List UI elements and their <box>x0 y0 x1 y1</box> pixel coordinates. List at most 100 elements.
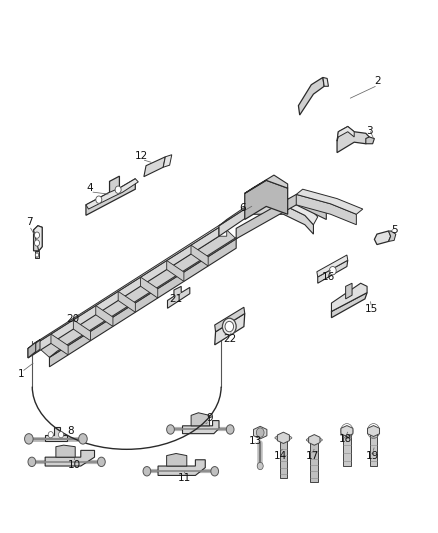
Text: 16: 16 <box>322 272 335 282</box>
Text: 5: 5 <box>392 225 398 235</box>
Text: 21: 21 <box>170 294 183 304</box>
Polygon shape <box>141 277 158 298</box>
Polygon shape <box>370 431 378 466</box>
Circle shape <box>143 466 151 476</box>
Polygon shape <box>35 251 39 258</box>
Polygon shape <box>183 421 219 434</box>
Polygon shape <box>191 245 208 266</box>
Text: 14: 14 <box>274 450 287 461</box>
Text: 10: 10 <box>67 460 81 470</box>
Polygon shape <box>341 425 353 437</box>
Polygon shape <box>296 195 357 225</box>
Text: 22: 22 <box>223 334 237 344</box>
Circle shape <box>211 466 219 476</box>
Polygon shape <box>86 176 135 215</box>
Circle shape <box>329 266 336 275</box>
Polygon shape <box>318 260 348 283</box>
Polygon shape <box>49 239 236 367</box>
Circle shape <box>226 425 234 434</box>
Text: 8: 8 <box>67 426 74 436</box>
Polygon shape <box>245 180 288 220</box>
Polygon shape <box>34 226 42 251</box>
Text: 9: 9 <box>206 413 213 423</box>
Circle shape <box>79 434 87 444</box>
Polygon shape <box>332 293 367 318</box>
Polygon shape <box>337 126 369 152</box>
Circle shape <box>28 457 36 466</box>
Circle shape <box>115 186 121 193</box>
Polygon shape <box>158 460 205 475</box>
Polygon shape <box>32 221 227 346</box>
Polygon shape <box>73 320 91 341</box>
Circle shape <box>35 232 39 238</box>
Polygon shape <box>96 305 113 327</box>
Polygon shape <box>343 431 351 466</box>
Ellipse shape <box>275 435 292 440</box>
Polygon shape <box>215 313 245 345</box>
Polygon shape <box>28 342 36 358</box>
Polygon shape <box>277 432 290 443</box>
Text: 18: 18 <box>339 434 352 444</box>
Polygon shape <box>163 155 172 167</box>
Polygon shape <box>191 413 209 426</box>
Circle shape <box>58 432 64 438</box>
Polygon shape <box>296 189 363 214</box>
Polygon shape <box>51 334 68 355</box>
Circle shape <box>166 425 174 434</box>
Circle shape <box>35 240 39 246</box>
Circle shape <box>225 321 233 332</box>
Polygon shape <box>374 231 391 245</box>
Polygon shape <box>86 179 138 209</box>
Polygon shape <box>332 283 367 311</box>
Text: 3: 3 <box>366 126 373 136</box>
Polygon shape <box>298 77 324 115</box>
Polygon shape <box>219 199 318 226</box>
Polygon shape <box>28 340 40 349</box>
Polygon shape <box>309 434 320 445</box>
Circle shape <box>223 318 236 335</box>
Polygon shape <box>311 440 318 482</box>
Polygon shape <box>279 438 287 478</box>
Polygon shape <box>32 340 40 356</box>
Polygon shape <box>118 292 135 312</box>
Text: 1: 1 <box>18 369 25 378</box>
Text: 7: 7 <box>26 217 32 227</box>
Polygon shape <box>45 427 67 441</box>
Polygon shape <box>245 175 288 193</box>
Polygon shape <box>323 77 328 86</box>
Polygon shape <box>32 228 219 356</box>
Ellipse shape <box>306 438 322 442</box>
Circle shape <box>256 428 264 437</box>
Polygon shape <box>166 454 187 466</box>
Polygon shape <box>45 450 95 466</box>
Text: 13: 13 <box>249 437 262 447</box>
Text: 6: 6 <box>239 203 246 213</box>
Text: 4: 4 <box>87 183 94 193</box>
Text: 2: 2 <box>374 76 381 86</box>
Polygon shape <box>167 286 190 308</box>
Polygon shape <box>254 426 267 439</box>
Polygon shape <box>367 425 380 437</box>
Polygon shape <box>317 255 348 277</box>
Circle shape <box>257 462 263 470</box>
Polygon shape <box>49 232 244 358</box>
Circle shape <box>96 196 102 203</box>
Polygon shape <box>167 261 184 281</box>
Polygon shape <box>366 137 374 144</box>
Polygon shape <box>215 307 245 332</box>
Text: 11: 11 <box>178 473 191 483</box>
Circle shape <box>48 432 53 438</box>
Polygon shape <box>56 445 75 457</box>
Polygon shape <box>389 231 396 241</box>
Text: 17: 17 <box>306 450 319 461</box>
Polygon shape <box>28 346 32 358</box>
Polygon shape <box>144 157 166 176</box>
Polygon shape <box>219 205 314 236</box>
Polygon shape <box>337 126 354 141</box>
Polygon shape <box>40 230 236 358</box>
Text: 19: 19 <box>366 450 379 461</box>
Text: 15: 15 <box>365 304 378 314</box>
Circle shape <box>25 434 33 444</box>
Polygon shape <box>34 226 42 251</box>
Circle shape <box>98 457 105 466</box>
